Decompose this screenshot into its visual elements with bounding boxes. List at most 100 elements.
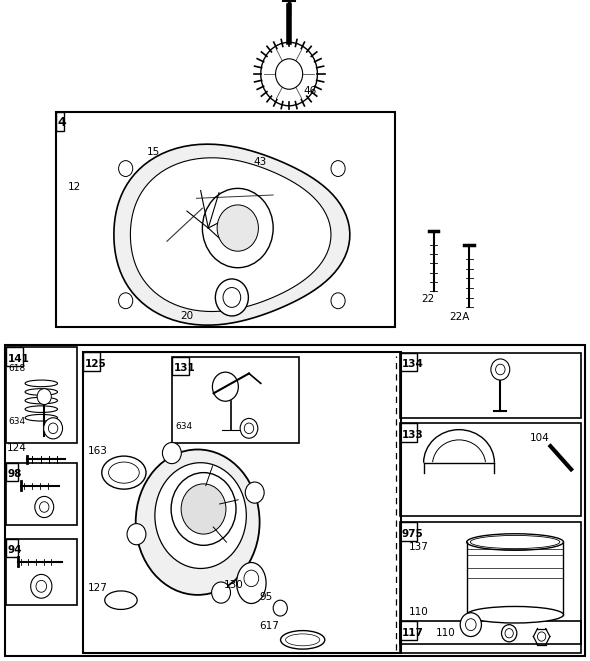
Circle shape	[40, 502, 49, 512]
FancyBboxPatch shape	[260, 126, 298, 159]
Circle shape	[119, 293, 133, 309]
Text: 104: 104	[530, 433, 549, 443]
Bar	[6, 539, 18, 557]
Bar	[6, 463, 77, 525]
Circle shape	[37, 389, 51, 405]
Text: 618: 618	[9, 364, 26, 373]
Ellipse shape	[25, 414, 58, 421]
Text: 117: 117	[402, 628, 424, 638]
Text: 94: 94	[8, 545, 22, 555]
Text: eReplacementParts.com: eReplacementParts.com	[219, 233, 371, 246]
Circle shape	[35, 496, 54, 518]
Circle shape	[491, 359, 510, 380]
Circle shape	[119, 161, 133, 176]
Bar	[400, 621, 417, 640]
Circle shape	[127, 524, 146, 545]
Circle shape	[215, 279, 248, 316]
Circle shape	[502, 625, 517, 642]
Circle shape	[48, 423, 58, 434]
Circle shape	[181, 484, 226, 534]
Text: 22: 22	[421, 294, 434, 304]
Circle shape	[537, 632, 546, 641]
Text: 163: 163	[87, 446, 107, 456]
Ellipse shape	[25, 380, 58, 387]
Bar	[5, 345, 585, 656]
Text: 98: 98	[8, 469, 22, 479]
Bar	[6, 539, 77, 605]
Bar	[400, 522, 417, 541]
Text: 125: 125	[84, 359, 106, 369]
Bar	[400, 522, 581, 644]
Bar	[83, 352, 100, 371]
Circle shape	[274, 116, 292, 136]
Bar	[400, 621, 581, 653]
Circle shape	[31, 574, 52, 598]
Bar	[400, 353, 581, 418]
Ellipse shape	[25, 389, 58, 395]
Text: 137: 137	[409, 542, 429, 552]
Circle shape	[212, 582, 231, 603]
Circle shape	[223, 288, 241, 307]
Bar	[400, 353, 417, 371]
Circle shape	[162, 442, 181, 463]
Ellipse shape	[467, 607, 563, 623]
Text: 46: 46	[304, 86, 317, 96]
Text: 133: 133	[402, 430, 424, 440]
Circle shape	[202, 188, 273, 268]
Text: 95: 95	[260, 592, 273, 602]
Bar	[56, 112, 64, 131]
Circle shape	[245, 482, 264, 503]
Ellipse shape	[25, 406, 58, 412]
Circle shape	[496, 364, 505, 375]
Bar	[172, 357, 299, 443]
Text: 20: 20	[180, 311, 193, 321]
Bar	[83, 352, 401, 653]
Circle shape	[36, 580, 47, 592]
Circle shape	[171, 473, 236, 545]
Polygon shape	[130, 158, 331, 311]
Text: 15: 15	[146, 147, 159, 157]
Polygon shape	[114, 144, 350, 325]
Ellipse shape	[156, 148, 169, 155]
Text: 131: 131	[174, 364, 196, 373]
Circle shape	[261, 42, 317, 106]
Text: 141: 141	[8, 354, 30, 364]
Circle shape	[276, 59, 303, 89]
Ellipse shape	[105, 591, 137, 609]
Text: 134: 134	[402, 360, 424, 369]
Text: 12: 12	[68, 182, 81, 192]
Bar	[6, 347, 23, 366]
Text: 127: 127	[87, 583, 107, 593]
Bar	[400, 423, 417, 442]
Circle shape	[331, 293, 345, 309]
Circle shape	[217, 205, 258, 251]
Circle shape	[460, 613, 481, 637]
Circle shape	[240, 418, 258, 438]
Text: 4: 4	[58, 116, 67, 129]
Ellipse shape	[467, 534, 563, 550]
Circle shape	[466, 619, 476, 631]
Bar	[400, 423, 581, 516]
Bar	[56, 112, 395, 327]
Text: 975: 975	[402, 529, 424, 539]
Ellipse shape	[470, 535, 560, 549]
Text: 43: 43	[254, 157, 267, 167]
Bar	[6, 347, 77, 443]
Ellipse shape	[136, 449, 260, 595]
Ellipse shape	[156, 132, 169, 139]
Text: 617: 617	[260, 621, 280, 631]
Circle shape	[244, 423, 254, 434]
Ellipse shape	[155, 463, 247, 568]
Circle shape	[44, 418, 63, 439]
Circle shape	[273, 600, 287, 616]
Ellipse shape	[281, 631, 324, 649]
Text: 22A: 22A	[450, 312, 470, 322]
Ellipse shape	[25, 397, 58, 404]
Circle shape	[212, 372, 238, 401]
Text: 110: 110	[435, 628, 455, 638]
Ellipse shape	[156, 156, 169, 163]
Ellipse shape	[101, 456, 146, 489]
Text: 634: 634	[9, 417, 26, 426]
Circle shape	[331, 161, 345, 176]
Text: 124: 124	[7, 443, 27, 453]
